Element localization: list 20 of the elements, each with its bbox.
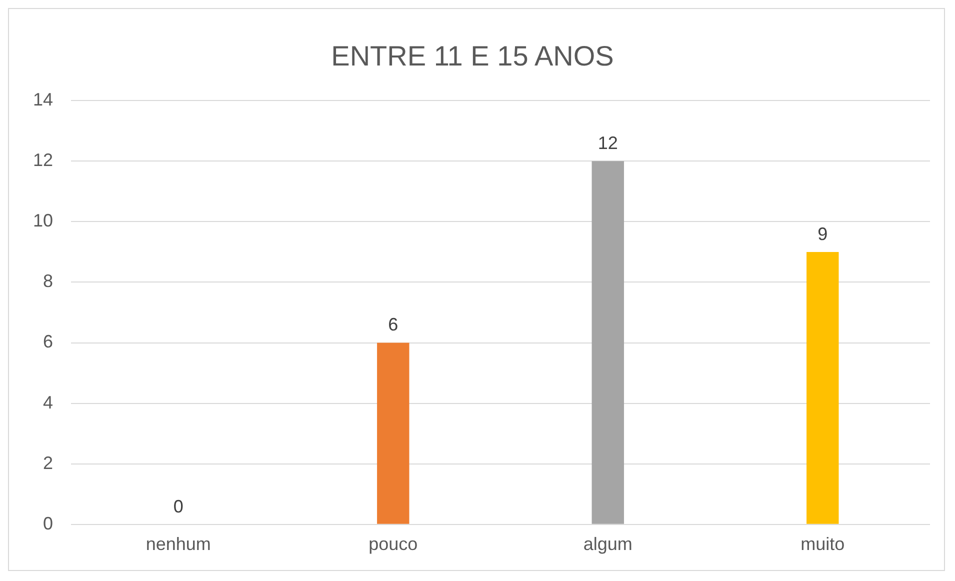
bar [592,161,624,524]
y-tick-label: 8 [43,271,54,292]
chart-title: ENTRE 11 E 15 ANOS [331,40,614,72]
x-tick-label: pouco [368,534,418,554]
data-label: 6 [388,314,398,335]
data-label: 0 [173,496,184,516]
y-tick-label: 10 [32,210,54,231]
data-label: 12 [598,133,618,154]
y-tick-label: 12 [32,150,54,170]
y-tick-label: 14 [32,90,54,110]
bar [377,342,410,524]
bar [806,252,839,524]
x-tick-label: algum [583,534,632,554]
x-tick-label: muito [800,534,845,554]
data-label: 9 [818,224,828,244]
x-tick-label: nenhum [146,534,211,554]
y-tick-label: 4 [43,392,54,412]
y-tick-label: 2 [43,452,54,473]
y-tick-label: 6 [43,332,54,352]
y-tick-label: 0 [43,513,54,534]
